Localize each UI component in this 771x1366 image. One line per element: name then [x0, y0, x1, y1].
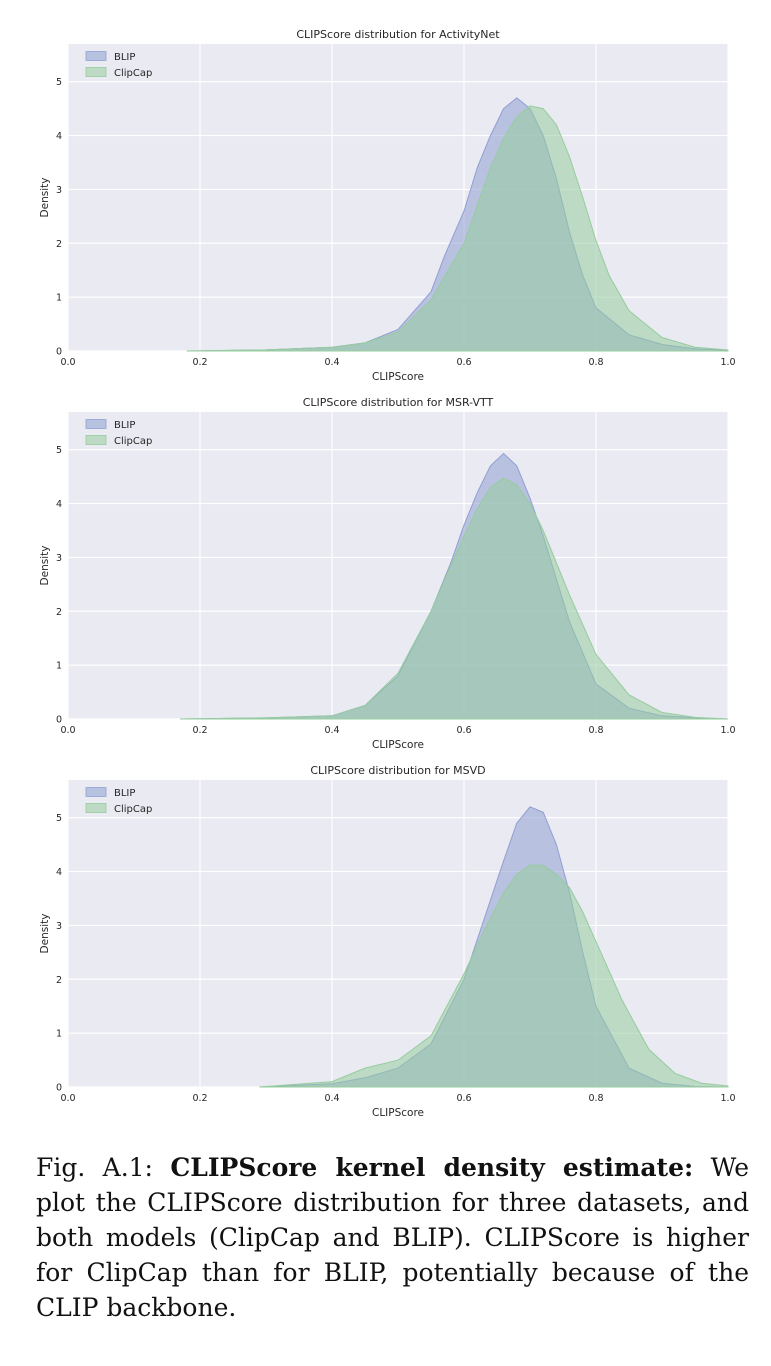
y-tick-label: 1	[56, 1029, 62, 1040]
x-tick-label: 0.6	[456, 1093, 471, 1104]
legend-label-blip: BLIP	[114, 420, 135, 431]
legend-label-blip: BLIP	[114, 52, 135, 63]
figure-caption: Fig. A.1: CLIPScore kernel density estim…	[36, 1150, 749, 1325]
x-tick-label: 0.2	[192, 357, 207, 368]
y-axis-label: Density	[39, 546, 51, 586]
chart-title: CLIPScore distribution for MSR-VTT	[303, 396, 494, 409]
caption-text: We plot the CLIPScore distribution for t…	[36, 1153, 750, 1322]
legend-swatch-blip	[85, 787, 107, 797]
y-tick-label: 0	[56, 347, 62, 358]
y-axis-label: Density	[39, 178, 51, 218]
y-tick-label: 4	[56, 131, 62, 142]
x-tick-label: 0.2	[192, 725, 207, 736]
x-tick-label: 1.0	[720, 725, 735, 736]
x-tick-label: 0.0	[60, 1093, 75, 1104]
density-area-clipcap	[186, 105, 729, 352]
y-tick-label: 4	[56, 867, 62, 878]
chart-3: 0.0 0.2 0.4 0.6 0.8 1.0 0 1 2 3 4 5 CLIPScore distri…	[39, 764, 736, 1119]
y-tick-label: 5	[56, 445, 62, 456]
y-tick-label: 3	[56, 185, 62, 196]
legend: BLIP ClipCap	[85, 51, 152, 79]
chart-1: 0.0 0.2 0.4 0.6 0.8 1.0 0 1 2 3 4 5 CLIPScore distri…	[39, 28, 736, 383]
plot-area	[68, 412, 728, 719]
x-tick-label: 0.6	[456, 357, 471, 368]
x-tick-label: 0.0	[60, 725, 75, 736]
y-tick-label: 4	[56, 499, 62, 510]
legend-label-clipcap: ClipCap	[114, 68, 152, 79]
density-area-clipcap	[180, 477, 729, 720]
legend: BLIP ClipCap	[85, 787, 152, 815]
y-tick-label: 2	[56, 975, 62, 986]
legend-swatch-clipcap	[85, 435, 107, 445]
legend-swatch-blip	[85, 419, 107, 429]
density-area-clipcap	[259, 864, 729, 1088]
legend-swatch-clipcap	[85, 67, 107, 77]
chart-2: 0.0 0.2 0.4 0.6 0.8 1.0 0 1 2 3 4 5 CLIPScore distri…	[39, 396, 736, 751]
y-tick-label: 0	[56, 715, 62, 726]
caption-bold: CLIPScore kernel density estimate:	[170, 1153, 694, 1182]
plot-area	[68, 44, 728, 351]
legend-label-clipcap: ClipCap	[114, 804, 152, 815]
y-tick-label: 2	[56, 239, 62, 250]
y-tick-label: 5	[56, 77, 62, 88]
y-tick-label: 5	[56, 813, 62, 824]
chart-title: CLIPScore distribution for MSVD	[310, 764, 485, 777]
x-tick-label: 0.8	[588, 357, 603, 368]
chart-title: CLIPScore distribution for ActivityNet	[296, 28, 500, 41]
x-tick-label: 0.4	[324, 357, 339, 368]
x-axis-label: CLIPScore	[372, 739, 424, 751]
figure-charts: 0.0 0.2 0.4 0.6 0.8 1.0 0 1 2 3 4 5 CLIPScore distri…	[39, 28, 736, 1119]
legend-swatch-blip	[85, 51, 107, 61]
y-tick-label: 3	[56, 553, 62, 564]
x-tick-label: 1.0	[720, 1093, 735, 1104]
legend: BLIP ClipCap	[85, 419, 152, 447]
legend-label-clipcap: ClipCap	[114, 436, 152, 447]
x-tick-label: 0.6	[456, 725, 471, 736]
y-axis-label: Density	[39, 914, 51, 954]
y-tick-label: 3	[56, 921, 62, 932]
y-tick-label: 0	[56, 1083, 62, 1094]
x-axis-label: CLIPScore	[372, 371, 424, 383]
x-tick-label: 0.8	[588, 725, 603, 736]
x-tick-label: 1.0	[720, 357, 735, 368]
x-tick-label: 0.4	[324, 1093, 339, 1104]
y-tick-label: 1	[56, 293, 62, 304]
x-tick-label: 0.2	[192, 1093, 207, 1104]
x-tick-label: 0.4	[324, 725, 339, 736]
y-tick-label: 1	[56, 661, 62, 672]
legend-label-blip: BLIP	[114, 788, 135, 799]
x-tick-label: 0.8	[588, 1093, 603, 1104]
caption-label: Fig. A.1:	[36, 1153, 153, 1182]
legend-swatch-clipcap	[85, 803, 107, 813]
x-tick-label: 0.0	[60, 357, 75, 368]
x-axis-label: CLIPScore	[372, 1107, 424, 1119]
y-tick-label: 2	[56, 607, 62, 618]
